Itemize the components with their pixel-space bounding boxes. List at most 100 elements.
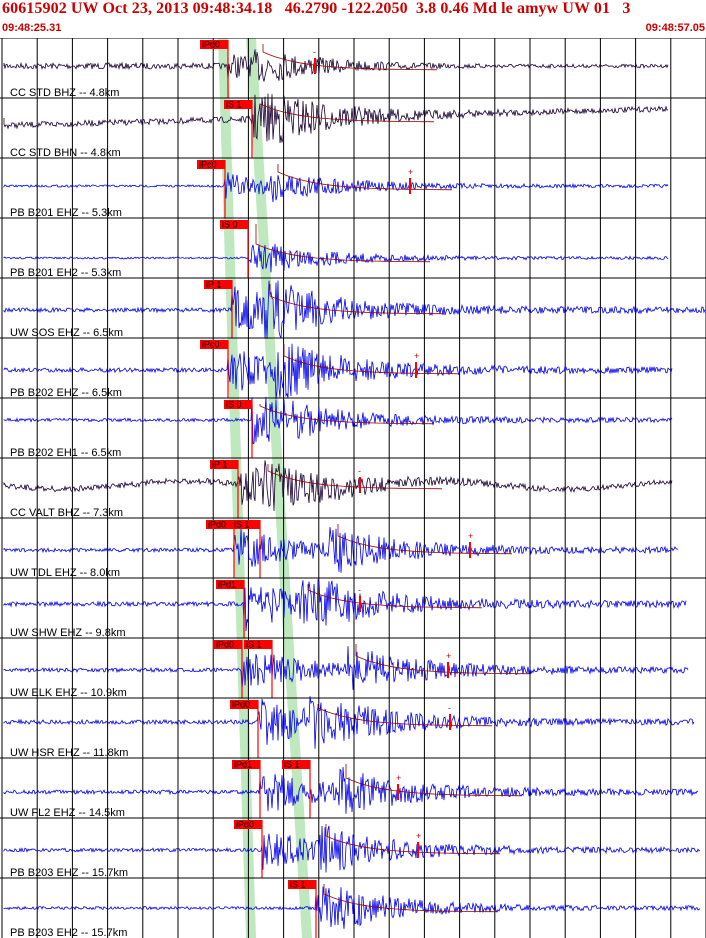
pick-label: iS 1: [284, 760, 300, 770]
trace-row[interactable]: iPc0 + PB B201 EHZ -- 5.3km: [0, 157, 706, 219]
trace-label: PB B202 EH1 -- 6.5km: [10, 447, 121, 459]
trace-label: UW HSR EHZ -- 11.8km: [10, 747, 128, 759]
coda-curve: [307, 584, 483, 609]
p-arrival-band: [218, 38, 256, 938]
pick-label: iPd1: [234, 760, 252, 770]
trace-row[interactable]: iPc0 + PB B202 EHZ -- 6.5km: [0, 337, 706, 400]
coda-curve: [345, 764, 521, 797]
waveform: [3, 886, 701, 929]
trace-label: UW FL2 EHZ -- 14.5km: [10, 807, 125, 819]
waveform: [3, 280, 706, 339]
pick-label: iPd0: [216, 640, 234, 650]
coda-sign: +: [408, 167, 413, 177]
pick-flag[interactable]: [224, 400, 252, 409]
coda-sign: +: [416, 831, 421, 841]
trace-rows: iPd0 - CC STD BHZ -- 4.8km iS 1 CC STD BHN -…: [0, 38, 706, 938]
coda-sign: -: [313, 47, 316, 57]
s-arrival-band: [246, 38, 312, 938]
pick-flag[interactable]: [220, 220, 248, 229]
trace-row[interactable]: iS 1 CC STD BHN -- 4.8km: [0, 93, 706, 160]
pick-flag[interactable]: [230, 700, 258, 709]
arrival-bands: [218, 38, 312, 938]
pick-flag[interactable]: [232, 520, 260, 529]
coda-sign: +: [414, 351, 419, 361]
trace-row[interactable]: iS 1 PB B203 EH2 -- 15.7km: [0, 877, 706, 938]
pick-flag[interactable]: [197, 160, 225, 169]
coda-curve: [355, 644, 531, 675]
trace-row[interactable]: iPd0 iS 1 + UW TDL EHZ -- 8.0km: [0, 517, 706, 579]
trace-label: PB B203 EH2 -- 15.7km: [10, 927, 127, 938]
trace-row[interactable]: iP 1 - CC VALT BHZ -- 7.3km: [0, 457, 706, 519]
waveform: [3, 825, 701, 873]
waveform: [3, 172, 669, 203]
pick-flag[interactable]: [216, 580, 244, 589]
pick-flag[interactable]: [232, 760, 260, 769]
trace-row[interactable]: iS 0 PB B202 EH1 -- 6.5km: [0, 396, 706, 459]
coda-curve: [317, 704, 493, 727]
coda-sign: -: [448, 703, 451, 713]
waveform: [3, 396, 673, 445]
pick-label: iS 1: [290, 880, 306, 890]
pick-flag[interactable]: [200, 40, 228, 49]
pick-label: iS 1: [234, 520, 250, 530]
coda-curve: [269, 284, 445, 315]
pick-label: iPd0: [208, 520, 226, 530]
coda-sign: +: [468, 531, 473, 541]
trace-row[interactable]: iPd1 - UW SHW EHZ -- 9.8km: [0, 577, 706, 639]
pick-flag[interactable]: [234, 820, 262, 829]
start-time: 09:48:25.31: [2, 22, 62, 34]
event-title: 60615902 UW Oct 23, 2013 09:48:34.18 46.…: [2, 0, 631, 17]
coda-curve: [255, 224, 431, 263]
trace-row[interactable]: iPd1 iS 1 + UW FL2 EHZ -- 14.5km: [0, 757, 706, 819]
trace-row[interactable]: iPd0 iS 1 + UW ELK EHZ -- 10.9km: [0, 637, 706, 699]
pick-label: iP 1: [206, 280, 221, 290]
waveform: [3, 49, 669, 82]
pick-flag[interactable]: [200, 340, 228, 349]
pick-flag[interactable]: [214, 640, 242, 649]
seismogram-panel[interactable]: iPd0 - CC STD BHZ -- 4.8km iS 1 CC STD BHN -…: [0, 38, 706, 938]
trace-label: CC STD BHN -- 4.8km: [10, 147, 121, 159]
pick-label: iPc0: [202, 340, 220, 350]
trace-row[interactable]: iS 0 PB B201 EH2 -- 5.3km: [0, 217, 706, 279]
pick-label: iS 0: [222, 220, 238, 230]
trace-label: PB B202 EHZ -- 6.5km: [10, 387, 122, 399]
trace-label: UW SHW EHZ -- 9.8km: [10, 627, 126, 639]
coda-curve: [337, 524, 513, 555]
coda-curve: [323, 884, 499, 913]
pick-flag[interactable]: [204, 280, 232, 289]
header: 60615902 UW Oct 23, 2013 09:48:34.18 46.…: [0, 0, 706, 38]
pick-label: iPd0: [232, 700, 250, 710]
trace-row[interactable]: iPd0 - UW HSR EHZ -- 11.8km: [0, 696, 706, 759]
coda-curve: [325, 824, 501, 855]
pick-flag[interactable]: [244, 640, 272, 649]
trace-row[interactable]: iPd0 + PB B203 EHZ -- 15.7km: [0, 817, 706, 879]
pick-flag[interactable]: [206, 520, 234, 529]
trace-label: PB B203 EHZ -- 15.7km: [10, 867, 128, 879]
coda-sign: -: [358, 585, 361, 595]
waveform: [3, 696, 695, 749]
coda-curve: [277, 164, 453, 191]
coda-sign: +: [396, 773, 401, 783]
trace-row[interactable]: iP 1 UW SOS EHZ -- 6.5km: [0, 277, 706, 339]
coda-sign: -: [358, 466, 361, 476]
pick-flag[interactable]: [288, 880, 316, 889]
coda-curve: [259, 103, 435, 123]
pick-flag[interactable]: [210, 460, 238, 469]
trace-label: UW TDL EHZ -- 8.0km: [10, 567, 120, 579]
pick-label: iS 1: [246, 640, 262, 650]
pick-flag[interactable]: [282, 760, 310, 769]
pick-label: iPd0: [202, 40, 220, 50]
pick-label: iS 0: [226, 400, 242, 410]
coda-curve: [259, 404, 435, 425]
pick-label: iPd1: [218, 580, 236, 590]
waveform: [3, 243, 669, 273]
coda-sign: +: [446, 651, 451, 661]
end-time: 09:48:57.05: [645, 22, 705, 34]
waveform: [3, 766, 699, 814]
coda-curve: [262, 44, 438, 71]
pick-flag[interactable]: [224, 100, 252, 109]
waveform: [3, 578, 687, 632]
trace-label: PB B201 EHZ -- 5.3km: [10, 207, 122, 219]
trace-row[interactable]: iPd0 - CC STD BHZ -- 4.8km: [0, 38, 706, 99]
pick-label: iPd0: [236, 820, 254, 830]
